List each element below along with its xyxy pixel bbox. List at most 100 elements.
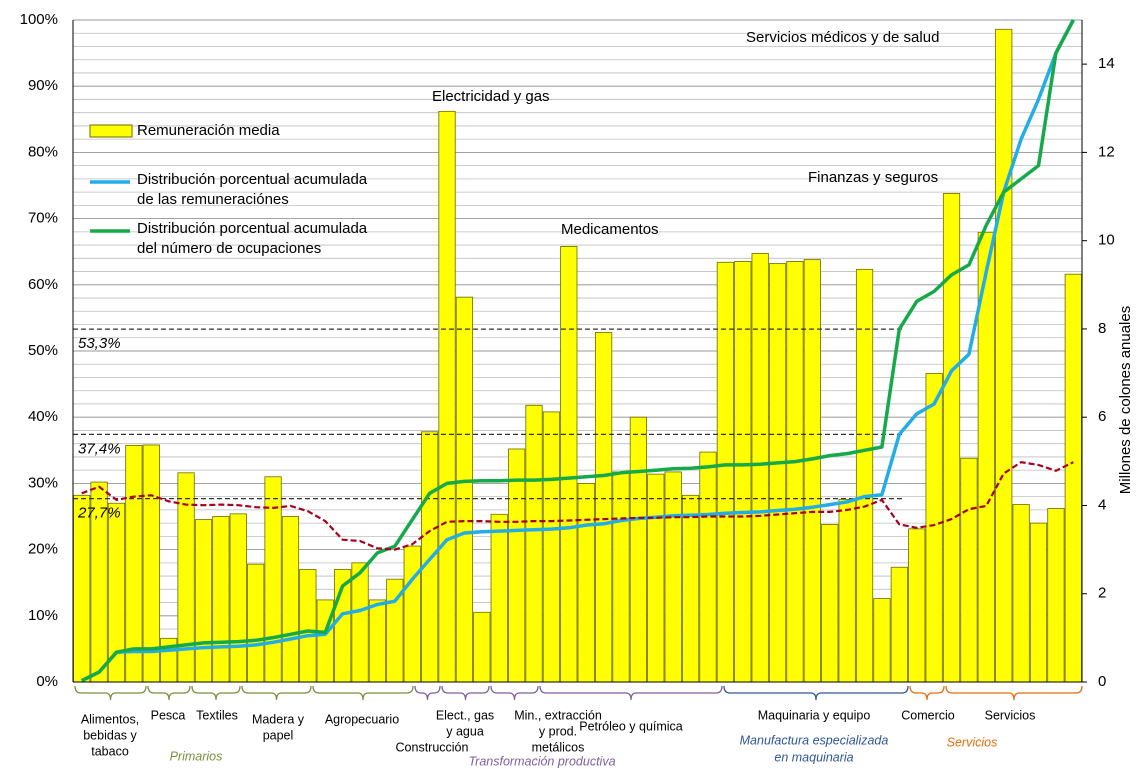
bar	[577, 482, 595, 683]
brace	[909, 685, 945, 701]
annotation: Medicamentos	[561, 221, 659, 238]
y2-tick-label: 0	[1098, 673, 1106, 690]
group-label: Agropecuario	[325, 712, 399, 726]
group-label: metálicos	[532, 740, 585, 754]
y2-tick-label: 6	[1098, 408, 1106, 425]
bar	[525, 404, 543, 683]
reference-label: 37,4%	[78, 440, 121, 457]
bar	[995, 28, 1013, 683]
legend-label: Distribución porcentual acumulada del núm…	[137, 220, 368, 257]
legend-label: Distribución porcentual acumulada de las …	[137, 171, 368, 208]
bar	[629, 416, 647, 683]
sector-label: Manufactura especializada	[740, 733, 889, 747]
bar	[786, 261, 804, 683]
bar	[716, 261, 734, 683]
bar	[368, 599, 387, 683]
brace	[414, 685, 441, 701]
bar	[473, 611, 491, 683]
bar	[612, 471, 630, 683]
brace	[441, 685, 490, 701]
bar	[403, 545, 421, 683]
brace	[191, 685, 241, 701]
bar	[247, 563, 265, 683]
y2-tick-label: 10	[1098, 232, 1115, 249]
bar	[212, 516, 230, 683]
bar	[594, 332, 613, 683]
y-tick-label: 30%	[28, 474, 58, 491]
y-tick-label: 40%	[28, 408, 58, 425]
bar	[490, 513, 508, 683]
dashed-line	[81, 461, 1074, 551]
bar	[734, 261, 752, 683]
y-tick-label: 60%	[28, 276, 58, 293]
group-label: bebidas y	[83, 728, 137, 742]
bar	[960, 457, 978, 683]
bar	[508, 448, 526, 683]
y-tick-label: 10%	[28, 607, 58, 624]
sector-label: Transformación productiva	[468, 754, 615, 768]
y2-tick-label: 14	[1098, 55, 1115, 72]
bar	[1047, 508, 1065, 683]
bar	[125, 445, 143, 683]
bar	[1064, 273, 1082, 683]
group-label: Alimentos,	[81, 712, 139, 726]
bar	[768, 263, 787, 683]
group-label: Servicios	[985, 708, 1036, 722]
sector-label: Primarios	[170, 749, 223, 763]
group-label: Textiles	[196, 708, 238, 722]
y-tick-label: 80%	[28, 143, 58, 160]
annotation: Electricidad y gas	[432, 88, 550, 105]
group-label: tabaco	[91, 744, 129, 758]
group-label: Elect., gas	[436, 708, 494, 722]
brace	[539, 685, 723, 701]
bar	[455, 296, 474, 683]
y-tick-label: 90%	[28, 77, 58, 94]
y-tick-label: 50%	[28, 342, 58, 359]
group-label: y agua	[446, 724, 484, 738]
brace	[312, 685, 414, 701]
bar	[855, 268, 874, 683]
line	[80, 19, 1075, 683]
bar	[1029, 522, 1048, 683]
reference-label: 53,3%	[78, 335, 121, 352]
bar	[560, 246, 578, 683]
brace	[241, 685, 312, 701]
annotation: Servicios médicos y de salud	[746, 29, 939, 46]
y-tick-label: 20%	[28, 541, 58, 558]
bar	[142, 444, 160, 683]
bar	[229, 513, 247, 683]
bar	[681, 494, 700, 683]
bar	[803, 259, 821, 683]
legend-label: Remuneración media	[137, 122, 280, 139]
bar	[751, 253, 769, 683]
bar	[699, 451, 717, 683]
group-label: Maquinaria y equipo	[758, 708, 871, 722]
y2-tick-label: 4	[1098, 496, 1106, 513]
group-label: Pesca	[151, 708, 186, 722]
group-label: Construcción	[396, 740, 469, 754]
group-label: Min., extracción	[514, 708, 602, 722]
bar	[438, 110, 456, 683]
bar	[194, 519, 213, 683]
brace	[147, 685, 191, 701]
bar	[351, 562, 369, 683]
y-tick-label: 100%	[20, 11, 58, 28]
bar	[821, 524, 839, 683]
brace	[723, 685, 909, 701]
bar	[299, 569, 317, 683]
brace	[945, 685, 1083, 701]
brace	[74, 685, 147, 701]
group-label: papel	[263, 728, 294, 742]
bar	[542, 411, 561, 683]
bar	[838, 498, 856, 683]
brace	[490, 685, 539, 701]
bar	[942, 193, 961, 683]
y2-tick-label: 12	[1098, 143, 1115, 160]
y-tick-label: 70%	[28, 210, 58, 227]
legend-swatch	[89, 124, 133, 138]
bar	[281, 516, 300, 683]
sector-label: Servicios	[947, 735, 998, 749]
y2-axis-label: Millones de colones anuales	[1117, 306, 1134, 494]
group-label: Comercio	[901, 708, 955, 722]
